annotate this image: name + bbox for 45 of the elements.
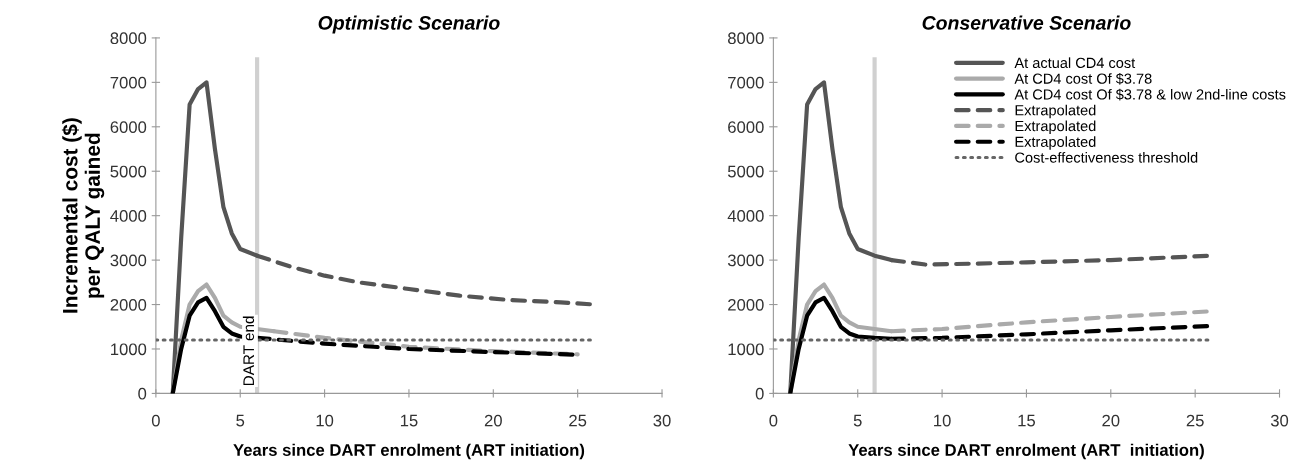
y-tick-label: 5000: [110, 165, 147, 178]
x-tick-label: 5: [236, 414, 245, 427]
x-tick-label: 20: [484, 414, 502, 427]
legend-label: Cost-effectiveness threshold: [1015, 152, 1198, 163]
y-tick-label: 4000: [110, 210, 147, 222]
y-tick-label: 3000: [727, 254, 764, 267]
y-tick-label: 5000: [727, 165, 764, 178]
x-tick-label: 10: [316, 414, 334, 427]
x-tick-label: 15: [1018, 414, 1036, 427]
legend-label: Extrapolated: [1015, 104, 1096, 119]
chart-title: Optimistic Scenario: [318, 15, 500, 34]
legend-label: At CD4 cost Of $3.78 & low 2nd-line costs: [1014, 88, 1286, 101]
y-tick-label: 6000: [110, 121, 147, 133]
x-tick-label: 20: [1102, 414, 1120, 427]
x-tick-label: 30: [653, 414, 671, 427]
y-tick-label: 7000: [728, 76, 764, 89]
y-tick-label: 1000: [111, 343, 147, 356]
chart-title: Conservative Scenario: [922, 15, 1131, 30]
legend-label: Extrapolated: [1015, 136, 1096, 150]
legend-label: At actual CD4 cost: [1014, 57, 1136, 69]
x-tick-label: 30: [1270, 414, 1289, 427]
x-tick-label: 15: [400, 414, 418, 427]
x-tick-label: 10: [934, 414, 951, 427]
y-tick-label: 3000: [110, 254, 147, 267]
y-tick-label: 8000: [110, 32, 147, 45]
y-axis-title: Incremental cost ($) per QALY gained: [61, 118, 105, 313]
y-tick-label: 4000: [727, 210, 764, 222]
x-axis-title: Years since DART enrolment (ART initiation): [848, 443, 1204, 460]
ref-line-label: DART end: [242, 316, 255, 386]
y-tick-label: 2000: [728, 298, 764, 311]
x-tick-label: 0: [151, 414, 160, 427]
y-tick-label: 0: [138, 387, 147, 400]
y-tick-label: 1000: [728, 343, 764, 356]
x-axis-title: Years since DART enrolment (ART initiation): [233, 443, 585, 460]
x-tick-label: 25: [569, 414, 587, 427]
x-tick-label: 0: [769, 414, 778, 427]
y-tick-label: 2000: [110, 298, 147, 311]
y-tick-label: 8000: [728, 32, 764, 45]
legend-label: Extrapolated: [1015, 120, 1096, 135]
y-tick-label: 6000: [728, 121, 764, 133]
y-tick-label: 0: [755, 387, 764, 400]
legend-label: At CD4 cost Of $3.78: [1014, 72, 1152, 85]
x-tick-label: 25: [1186, 414, 1204, 427]
x-tick-label: 5: [853, 414, 862, 427]
y-tick-label: 7000: [110, 76, 147, 89]
